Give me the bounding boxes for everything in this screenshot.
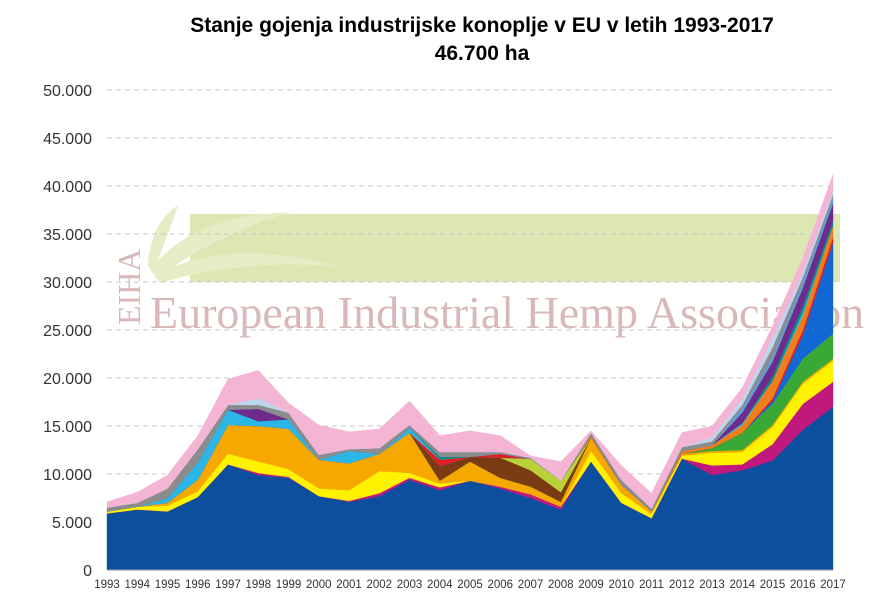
x-tick-label: 1997 xyxy=(215,579,241,591)
x-tick-label: 2014 xyxy=(729,579,755,591)
x-tick-label: 2002 xyxy=(366,579,392,591)
x-tick-label: 2009 xyxy=(578,579,604,591)
watermark-band xyxy=(190,214,840,282)
y-tick-label: 5.000 xyxy=(52,515,92,532)
chart-subtitle: 46.700 ha xyxy=(434,42,530,65)
watermark-vertical-text: EIHA xyxy=(111,249,147,325)
area-series xyxy=(106,174,834,571)
eiha-watermark: EIHA European Industrial Hemp Associatio… xyxy=(111,205,864,338)
watermark-leaf xyxy=(148,205,345,283)
x-tick-label: 2010 xyxy=(608,579,634,591)
x-tick-label: 2000 xyxy=(306,579,332,591)
y-tick-label: 20.000 xyxy=(43,371,92,388)
x-tick-label: 2007 xyxy=(518,579,544,591)
x-tick-label: 2001 xyxy=(336,579,362,591)
x-tick-label: 1998 xyxy=(245,579,271,591)
y-tick-label: 15.000 xyxy=(43,419,92,436)
y-tick-label: 35.000 xyxy=(43,227,92,244)
y-tick-label: 0 xyxy=(83,563,92,580)
y-tick-label: 10.000 xyxy=(43,467,92,484)
x-tick-label: 2013 xyxy=(699,579,725,591)
x-tick-label: 2003 xyxy=(397,579,423,591)
y-axis-ticks: 0 5.000 10.000 15.000 20.000 25.000 30.000 35.0… xyxy=(43,83,92,580)
chart-title: Stanje gojenja industrijske konoplje v E… xyxy=(190,14,774,37)
x-tick-label: 2006 xyxy=(487,579,513,591)
area-series-17 xyxy=(106,174,834,509)
x-tick-label: 2016 xyxy=(790,579,816,591)
x-tick-label: 2017 xyxy=(820,579,846,591)
x-tick-label: 1993 xyxy=(94,579,120,591)
x-tick-label: 2004 xyxy=(427,579,453,591)
y-tick-label: 30.000 xyxy=(43,275,92,292)
x-tick-label: 1994 xyxy=(124,579,150,591)
x-axis-ticks: 1993 1994 1995 1996 1997 1998 1999 2000 2001 2002… xyxy=(94,579,846,591)
x-tick-label: 1995 xyxy=(155,579,181,591)
x-tick-label: 2005 xyxy=(457,579,483,591)
x-tick-label: 1999 xyxy=(276,579,302,591)
y-tick-label: 45.000 xyxy=(43,131,92,148)
y-tick-label: 25.000 xyxy=(43,323,92,340)
x-tick-label: 2008 xyxy=(548,579,574,591)
y-tick-label: 40.000 xyxy=(43,179,92,196)
chart-title-block: Stanje gojenja industrijske konoplje v E… xyxy=(0,12,874,68)
x-tick-label: 1996 xyxy=(185,579,211,591)
y-tick-label: 50.000 xyxy=(43,83,92,100)
x-tick-label: 2012 xyxy=(669,579,695,591)
x-tick-label: 2015 xyxy=(760,579,786,591)
x-tick-label: 2011 xyxy=(639,579,664,591)
